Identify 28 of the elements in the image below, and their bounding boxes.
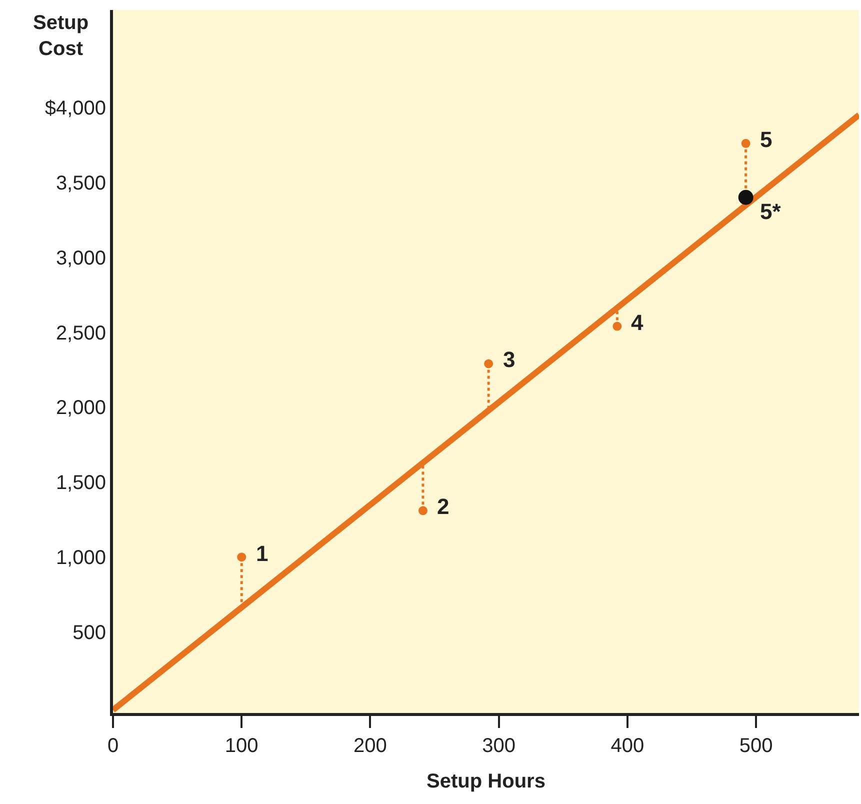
x-tick-label: 200 [354, 735, 387, 757]
annotation: 5* [760, 199, 782, 224]
x-tick-label: 500 [739, 735, 773, 757]
point [237, 552, 246, 562]
y-tick-label: 500 [72, 622, 106, 644]
y-tick-label: $4,000 [44, 97, 106, 120]
annotation: 4 [631, 310, 644, 335]
y-tick-label: 2,000 [56, 397, 106, 420]
y-axis-title: Setup Cost [33, 12, 89, 60]
y-tick-label: 3,000 [56, 247, 106, 270]
annotation: 2 [437, 494, 450, 519]
x-tick-label: 0 [107, 735, 119, 757]
annotation: 1 [256, 541, 268, 566]
y-tick-label: 1,500 [56, 472, 106, 494]
point [612, 322, 622, 331]
x-tick-label: 400 [610, 735, 644, 757]
x-axis-title: Setup Hours [426, 770, 546, 792]
point [418, 506, 428, 516]
x-tick-label: 300 [482, 735, 516, 757]
annotation: 5 [760, 127, 772, 152]
y-tick-label: 2,500 [56, 322, 106, 344]
x-tick-label: 100 [224, 735, 258, 757]
point [738, 190, 754, 205]
y-tick-label: 3,500 [56, 172, 106, 194]
y-tick-label: 1,000 [56, 547, 106, 570]
point [484, 359, 494, 368]
annotation: 3 [503, 347, 516, 372]
point [741, 138, 750, 148]
